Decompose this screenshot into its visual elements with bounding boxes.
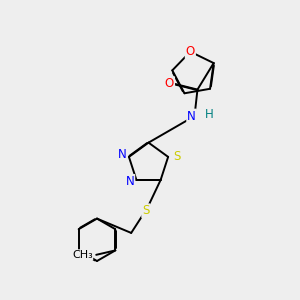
Text: N: N	[126, 175, 134, 188]
Text: CH₃: CH₃	[72, 250, 93, 260]
Text: H: H	[205, 108, 214, 121]
Text: N: N	[187, 110, 196, 123]
Text: O: O	[165, 77, 174, 90]
Text: S: S	[142, 204, 150, 217]
Text: O: O	[186, 45, 195, 58]
Text: S: S	[173, 150, 181, 164]
Text: N: N	[118, 148, 127, 161]
